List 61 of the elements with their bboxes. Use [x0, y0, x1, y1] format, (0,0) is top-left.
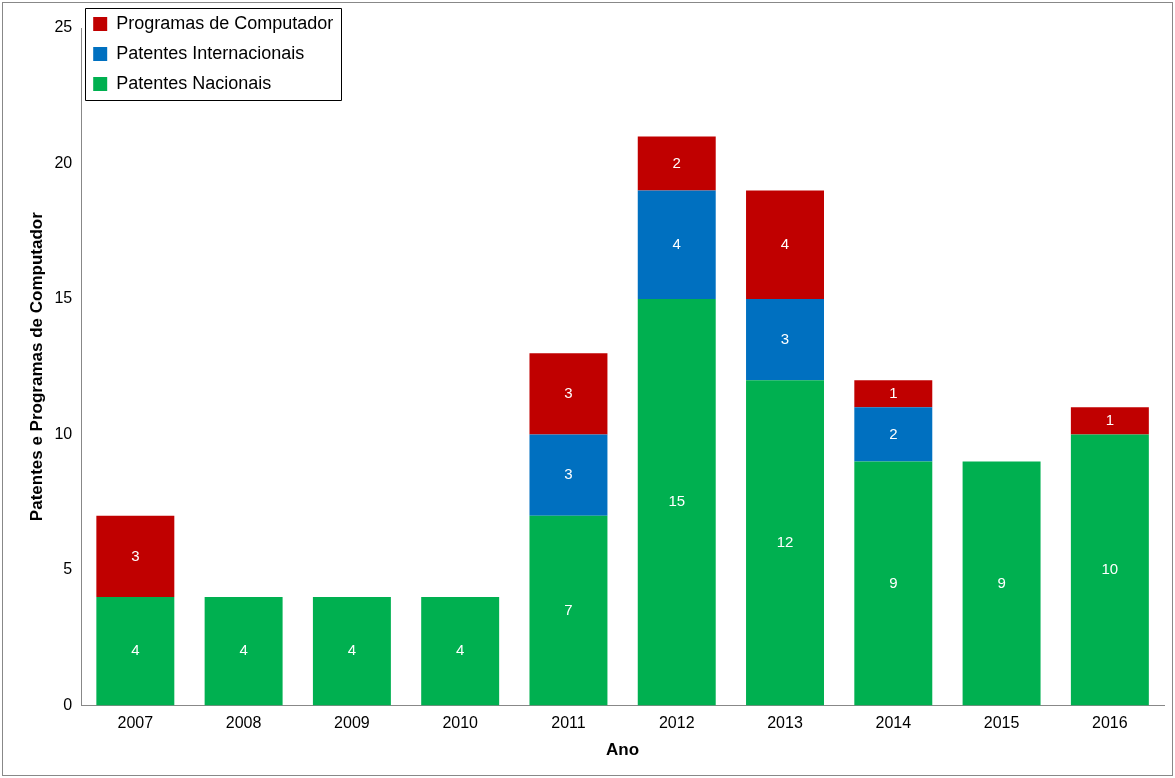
- legend-label: Patentes Internacionais: [116, 42, 305, 63]
- x-tick-label: 2009: [334, 714, 370, 732]
- bar: [312, 597, 391, 706]
- bar: [1070, 434, 1149, 706]
- bar: [529, 353, 608, 435]
- x-tick-label: 2013: [767, 714, 803, 732]
- data-label: 15: [668, 492, 686, 510]
- x-tick-label: 2011: [551, 714, 586, 732]
- legend-label: Programas de Computador: [116, 12, 334, 33]
- data-label: 10: [1101, 560, 1119, 578]
- bar: [854, 461, 933, 706]
- data-label: 12: [776, 532, 794, 550]
- y-axis-title: Patentes e Programas de Computador: [26, 211, 46, 522]
- x-axis-title: Ano: [606, 740, 640, 760]
- bar: [96, 515, 175, 598]
- bar: [854, 380, 933, 408]
- bar: [637, 298, 716, 706]
- data-label: 3: [564, 465, 573, 483]
- y-tick-label: 20: [54, 153, 73, 171]
- data-label: 7: [564, 600, 573, 618]
- data-label: 2: [672, 153, 681, 171]
- x-tick-label: 2015: [983, 714, 1020, 732]
- data-label: 4: [239, 641, 248, 659]
- x-tick-label: 2010: [442, 714, 479, 732]
- bar: [854, 407, 933, 462]
- data-label: 4: [672, 234, 681, 252]
- bar: [962, 461, 1041, 706]
- bar: [529, 434, 608, 516]
- x-tick-label: 2014: [875, 714, 912, 732]
- x-tick-label: 2008: [225, 714, 262, 732]
- y-tick-label: 5: [63, 560, 73, 578]
- x-tick-label: 2012: [658, 714, 695, 732]
- data-label: 4: [456, 641, 465, 659]
- data-label: 2: [889, 424, 898, 442]
- bar: [96, 597, 175, 706]
- data-label: 3: [564, 383, 573, 401]
- y-tick-label: 10: [54, 424, 73, 442]
- bar: [1070, 407, 1149, 435]
- y-tick-label: 0: [63, 695, 73, 713]
- x-tick-label: 2016: [1092, 714, 1128, 732]
- bar: [637, 136, 716, 191]
- data-label: 9: [997, 573, 1006, 591]
- x-tick-label: 2007: [117, 714, 154, 732]
- bar: [204, 597, 283, 706]
- legend-label: Patentes Nacionais: [116, 72, 272, 93]
- y-tick-label: 25: [54, 18, 73, 36]
- data-label: 4: [780, 234, 790, 252]
- data-label: 3: [780, 329, 790, 347]
- bar: [529, 515, 608, 706]
- data-label: 9: [889, 573, 898, 591]
- y-tick-label: 15: [54, 289, 73, 307]
- data-label: 4: [347, 641, 357, 659]
- data-label: 1: [1105, 411, 1115, 429]
- data-label: 4: [131, 641, 140, 659]
- bar: [746, 380, 824, 706]
- bar: [746, 190, 824, 299]
- bar: [421, 597, 500, 706]
- bar: [746, 298, 824, 381]
- data-label: 3: [131, 546, 140, 564]
- bar: [637, 190, 716, 299]
- data-label: 1: [889, 383, 898, 401]
